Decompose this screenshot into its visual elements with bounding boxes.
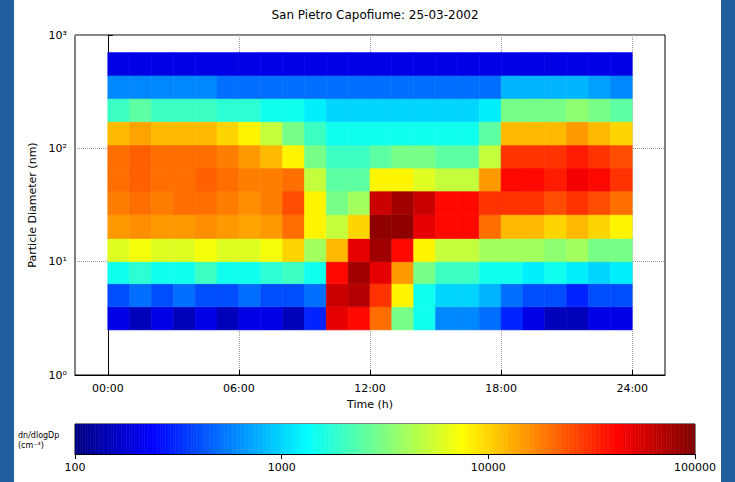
svg-text:24:00: 24:00 [616, 382, 648, 395]
svg-text:10⁰: 10⁰ [49, 369, 68, 382]
svg-text:San Pietro Capofiume: 25-03-20: San Pietro Capofiume: 25-03-2002 [271, 8, 478, 22]
svg-text:10³: 10³ [49, 29, 67, 42]
svg-text:Time (h): Time (h) [346, 398, 393, 411]
svg-text:10¹: 10¹ [49, 255, 67, 268]
svg-text:(cm⁻³): (cm⁻³) [18, 441, 44, 450]
svg-text:100: 100 [65, 461, 86, 474]
svg-text:12:00: 12:00 [354, 382, 386, 395]
svg-text:Particle Diameter (nm): Particle Diameter (nm) [26, 142, 39, 267]
svg-text:10000: 10000 [471, 461, 506, 474]
svg-text:06:00: 06:00 [223, 382, 255, 395]
svg-text:18:00: 18:00 [485, 382, 517, 395]
svg-text:1000: 1000 [268, 461, 296, 474]
svg-text:00:00: 00:00 [92, 382, 124, 395]
svg-text:dn/dlogDp: dn/dlogDp [18, 431, 62, 440]
svg-text:10²: 10² [49, 142, 67, 155]
svg-text:100000: 100000 [674, 461, 716, 474]
